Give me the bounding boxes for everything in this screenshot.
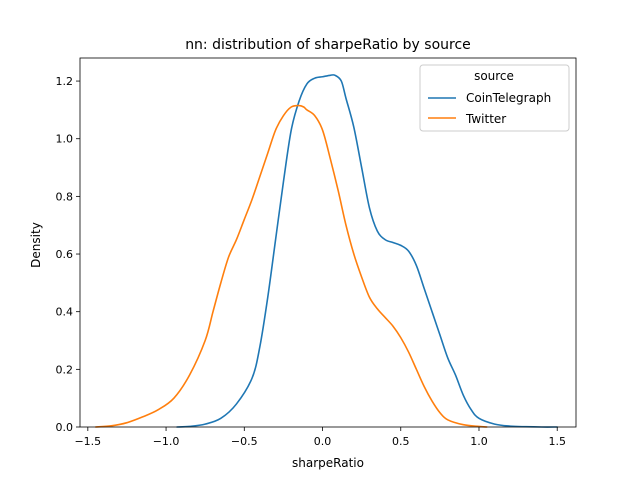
chart-title: nn: distribution of sharpeRatio by sourc…: [185, 37, 471, 53]
y-tick-label: 0.2: [56, 363, 74, 376]
x-axis: −1.5 −1.0 −0.5 0.0 0.5 1.0 1.5: [74, 427, 566, 448]
y-tick-label: 0.4: [56, 306, 74, 319]
x-axis-label: sharpeRatio: [292, 456, 364, 470]
plot-frame: [79, 57, 577, 428]
y-axis-label: Density: [29, 222, 43, 268]
x-tick-label: 0.0: [314, 435, 332, 448]
legend: source CoinTelegraph Twitter: [419, 64, 570, 132]
x-tick-label: −1.0: [153, 435, 180, 448]
y-tick-label: 0.6: [56, 248, 74, 261]
series-line-twitter: [94, 104, 488, 428]
x-tick-label: −0.5: [231, 435, 258, 448]
legend-label-cointelegraph: CoinTelegraph: [466, 91, 551, 105]
legend-box: [419, 64, 570, 132]
x-tick-label: 1.0: [470, 435, 488, 448]
x-tick-label: −1.5: [74, 435, 101, 448]
legend-title: source: [474, 69, 514, 83]
y-tick-label: 0.8: [56, 190, 74, 203]
y-tick-label: 1.2: [56, 75, 74, 88]
y-axis: 0.0 0.2 0.4 0.6 0.8 1.0 1.2: [56, 75, 80, 434]
legend-label-twitter: Twitter: [465, 112, 506, 126]
x-tick-label: 1.5: [548, 435, 566, 448]
series-line-cointelegraph: [176, 74, 559, 428]
x-tick-label: 0.5: [392, 435, 410, 448]
plot-area: [94, 74, 559, 428]
y-tick-label: 1.0: [56, 133, 74, 146]
y-tick-label: 0.0: [56, 421, 74, 434]
